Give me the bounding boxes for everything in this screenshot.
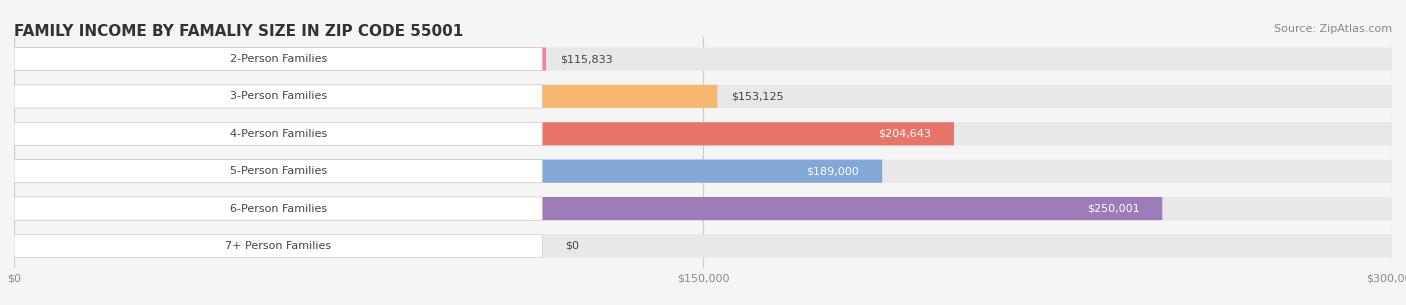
- FancyBboxPatch shape: [14, 85, 717, 108]
- Text: 3-Person Families: 3-Person Families: [229, 92, 326, 102]
- FancyBboxPatch shape: [14, 48, 1392, 71]
- FancyBboxPatch shape: [14, 197, 1392, 220]
- FancyBboxPatch shape: [14, 122, 543, 145]
- Text: Source: ZipAtlas.com: Source: ZipAtlas.com: [1274, 24, 1392, 34]
- FancyBboxPatch shape: [14, 48, 546, 71]
- Text: $204,643: $204,643: [879, 129, 931, 139]
- Text: 7+ Person Families: 7+ Person Families: [225, 241, 332, 251]
- Text: $0: $0: [565, 241, 579, 251]
- FancyBboxPatch shape: [14, 160, 543, 183]
- Text: $250,001: $250,001: [1087, 203, 1139, 213]
- Text: $189,000: $189,000: [807, 166, 859, 176]
- FancyBboxPatch shape: [14, 234, 1392, 257]
- FancyBboxPatch shape: [14, 122, 1392, 145]
- Text: 6-Person Families: 6-Person Families: [229, 203, 326, 213]
- FancyBboxPatch shape: [14, 85, 543, 108]
- Text: 5-Person Families: 5-Person Families: [229, 166, 326, 176]
- FancyBboxPatch shape: [14, 160, 882, 183]
- Text: 2-Person Families: 2-Person Families: [229, 54, 326, 64]
- FancyBboxPatch shape: [14, 122, 955, 145]
- FancyBboxPatch shape: [14, 234, 543, 257]
- FancyBboxPatch shape: [14, 85, 1392, 108]
- FancyBboxPatch shape: [14, 160, 1392, 183]
- Text: 4-Person Families: 4-Person Families: [229, 129, 326, 139]
- Text: $115,833: $115,833: [560, 54, 613, 64]
- FancyBboxPatch shape: [14, 197, 543, 220]
- Text: FAMILY INCOME BY FAMALIY SIZE IN ZIP CODE 55001: FAMILY INCOME BY FAMALIY SIZE IN ZIP COD…: [14, 24, 464, 39]
- Text: $153,125: $153,125: [731, 92, 783, 102]
- FancyBboxPatch shape: [14, 197, 1163, 220]
- FancyBboxPatch shape: [14, 48, 543, 71]
